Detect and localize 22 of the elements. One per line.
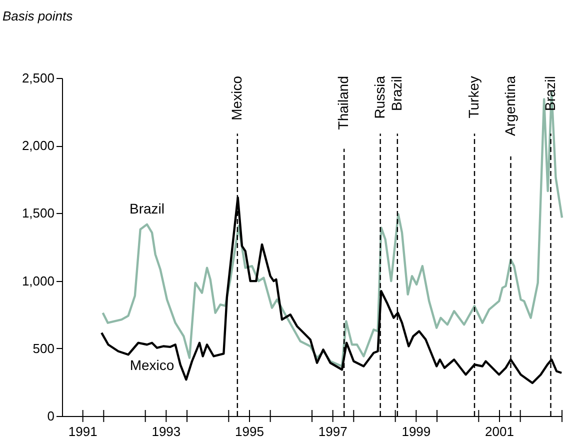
y-tick-label: 1,000 xyxy=(22,273,54,288)
y-tick-label: 500 xyxy=(32,340,54,356)
y-axis-title: Basis points xyxy=(2,8,74,24)
x-tick-label: 1991 xyxy=(68,424,98,439)
series-label: Brazil xyxy=(129,200,165,216)
x-tick-label: 1993 xyxy=(152,424,181,439)
x-tick-label: 1997 xyxy=(318,424,348,439)
y-tick-label: 2,000 xyxy=(22,138,54,154)
x-tick-label: 1995 xyxy=(235,424,264,439)
ref-line-label: Brazil xyxy=(388,76,404,112)
y-tick-label: 2,500 xyxy=(22,70,54,86)
ref-line-label: Russia xyxy=(371,76,388,119)
ref-line-label: Brazil xyxy=(542,76,558,112)
x-tick-label: 1999 xyxy=(402,424,431,439)
ref-line-label: Argentina xyxy=(502,76,518,136)
x-tick-label: 2001 xyxy=(485,424,514,439)
ref-line-label: Turkey xyxy=(466,76,482,118)
y-tick-label: 1,500 xyxy=(22,206,54,221)
ref-line-label: Thailand xyxy=(335,76,352,130)
ref-line-label: Mexico xyxy=(228,76,244,120)
y-tick-label: 0 xyxy=(47,408,54,424)
series-label: Mexico xyxy=(130,356,174,373)
